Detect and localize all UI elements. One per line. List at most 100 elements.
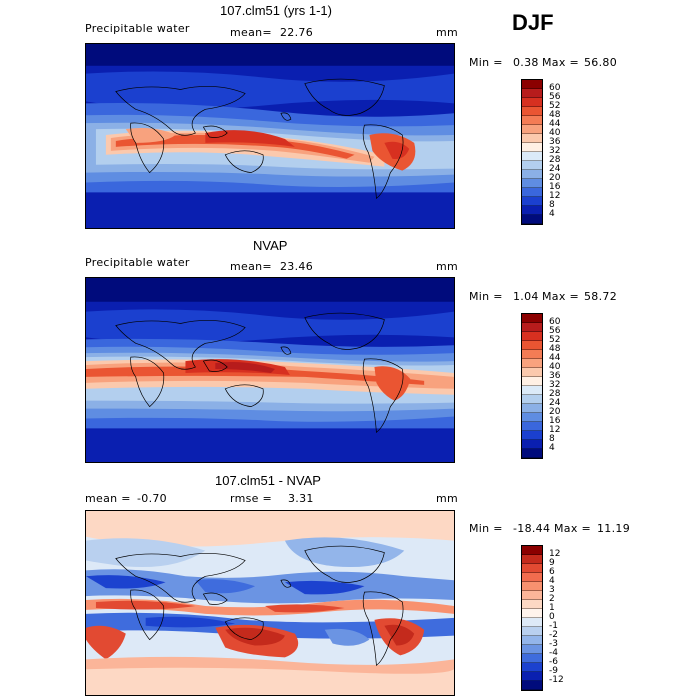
colorbar-swatch xyxy=(522,386,542,395)
panel2-variable-label: Precipitable water xyxy=(85,256,190,269)
panel1-variable-label: Precipitable water xyxy=(85,22,190,35)
colorbar-tick-label: 20 xyxy=(549,173,561,183)
colorbar-swatch xyxy=(522,134,542,143)
colorbar-swatch xyxy=(522,332,542,341)
panel2-max-label: Max = xyxy=(542,290,579,303)
colorbar-tick-label: 48 xyxy=(549,110,561,120)
colorbar-tick-label: 56 xyxy=(549,326,561,336)
colorbar-tick-label: 20 xyxy=(549,407,561,417)
colorbar-tick-label: 12 xyxy=(549,425,561,435)
colorbar-swatch xyxy=(522,152,542,161)
colorbar-swatch xyxy=(522,449,542,458)
colorbar-swatch xyxy=(522,404,542,413)
colorbar-tick-label: 8 xyxy=(549,200,555,210)
colorbar-swatch xyxy=(522,546,542,555)
colorbar-tick-label: 40 xyxy=(549,128,561,138)
colorbar-swatch xyxy=(522,161,542,170)
colorbar-tick-label: 56 xyxy=(549,92,561,102)
colorbar-swatch xyxy=(522,170,542,179)
colorbar-swatch xyxy=(522,125,542,134)
panel2-title: NVAP xyxy=(253,238,288,253)
panel3-units: mm xyxy=(436,492,459,505)
colorbar-tick-label: -12 xyxy=(549,675,564,685)
colorbar-tick-label: 6 xyxy=(549,567,555,577)
colorbar-tick-label: -3 xyxy=(549,639,558,649)
panel2-min-value: 1.04 xyxy=(513,290,539,303)
colorbar-tick-label: 28 xyxy=(549,155,561,165)
colorbar-tick-label: 60 xyxy=(549,317,561,327)
colorbar-tick-label: 16 xyxy=(549,182,561,192)
panel2-colorbar xyxy=(521,313,543,459)
colorbar-swatch xyxy=(522,431,542,440)
panel3-field-svg xyxy=(86,511,454,695)
colorbar-swatch xyxy=(522,377,542,386)
colorbar-swatch xyxy=(522,359,542,368)
colorbar-tick-label: 0 xyxy=(549,612,555,622)
panel3-max-label: Max = xyxy=(554,522,591,535)
colorbar-tick-label: 32 xyxy=(549,380,561,390)
panel3-min-label: Min = xyxy=(469,522,503,535)
panel1-title: 107.clm51 (yrs 1-1) xyxy=(220,3,332,18)
colorbar-swatch xyxy=(522,654,542,663)
colorbar-tick-label: 36 xyxy=(549,371,561,381)
colorbar-swatch xyxy=(522,107,542,116)
colorbar-swatch xyxy=(522,555,542,564)
panel3-rmse-label: rmse = xyxy=(230,492,273,505)
colorbar-tick-label: 2 xyxy=(549,594,555,604)
colorbar-tick-label: 44 xyxy=(549,119,561,129)
colorbar-tick-label: 12 xyxy=(549,549,561,559)
panel1-mean-value: 22.76 xyxy=(280,26,313,39)
panel2-min-label: Min = xyxy=(469,290,503,303)
panel3-mean-label: mean = xyxy=(85,492,131,505)
panel2-map xyxy=(85,277,455,463)
colorbar-tick-label: 36 xyxy=(549,137,561,147)
colorbar-swatch xyxy=(522,600,542,609)
colorbar-tick-label: 52 xyxy=(549,335,561,345)
colorbar-tick-label: 4 xyxy=(549,443,555,453)
panel1-min-value: 0.38 xyxy=(513,56,539,69)
panel3-rmse-value: 3.31 xyxy=(288,492,314,505)
colorbar-swatch xyxy=(522,663,542,672)
colorbar-tick-label: 24 xyxy=(549,164,561,174)
colorbar-swatch xyxy=(522,188,542,197)
colorbar-tick-label: 8 xyxy=(549,434,555,444)
colorbar-swatch xyxy=(522,89,542,98)
panel1-min-label: Min = xyxy=(469,56,503,69)
colorbar-swatch xyxy=(522,672,542,681)
colorbar-tick-label: 1 xyxy=(549,603,555,613)
colorbar-swatch xyxy=(522,215,542,224)
colorbar-tick-label: 52 xyxy=(549,101,561,111)
colorbar-swatch xyxy=(522,143,542,152)
colorbar-swatch xyxy=(522,618,542,627)
colorbar-swatch xyxy=(522,350,542,359)
panel2-field-svg xyxy=(86,278,454,462)
panel1-colorbar xyxy=(521,79,543,225)
colorbar-swatch xyxy=(522,564,542,573)
panel1-max-label: Max = xyxy=(542,56,579,69)
colorbar-tick-label: 60 xyxy=(549,83,561,93)
colorbar-swatch xyxy=(522,609,542,618)
colorbar-tick-label: 28 xyxy=(549,389,561,399)
colorbar-swatch xyxy=(522,681,542,690)
panel1-mean-label: mean= xyxy=(230,26,272,39)
panel2-mean-value: 23.46 xyxy=(280,260,313,273)
panel2-mean-label: mean= xyxy=(230,260,272,273)
panel2-max-value: 58.72 xyxy=(584,290,617,303)
colorbar-swatch xyxy=(522,422,542,431)
colorbar-swatch xyxy=(522,368,542,377)
colorbar-swatch xyxy=(522,573,542,582)
colorbar-tick-label: 9 xyxy=(549,558,555,568)
colorbar-tick-label: 4 xyxy=(549,576,555,586)
colorbar-tick-label: -2 xyxy=(549,630,558,640)
colorbar-swatch xyxy=(522,440,542,449)
colorbar-swatch xyxy=(522,582,542,591)
colorbar-swatch xyxy=(522,591,542,600)
colorbar-swatch xyxy=(522,395,542,404)
colorbar-swatch xyxy=(522,314,542,323)
colorbar-tick-label: 12 xyxy=(549,191,561,201)
colorbar-swatch xyxy=(522,627,542,636)
season-label: DJF xyxy=(512,10,554,35)
colorbar-swatch xyxy=(522,413,542,422)
colorbar-tick-label: 3 xyxy=(549,585,555,595)
colorbar-swatch xyxy=(522,98,542,107)
